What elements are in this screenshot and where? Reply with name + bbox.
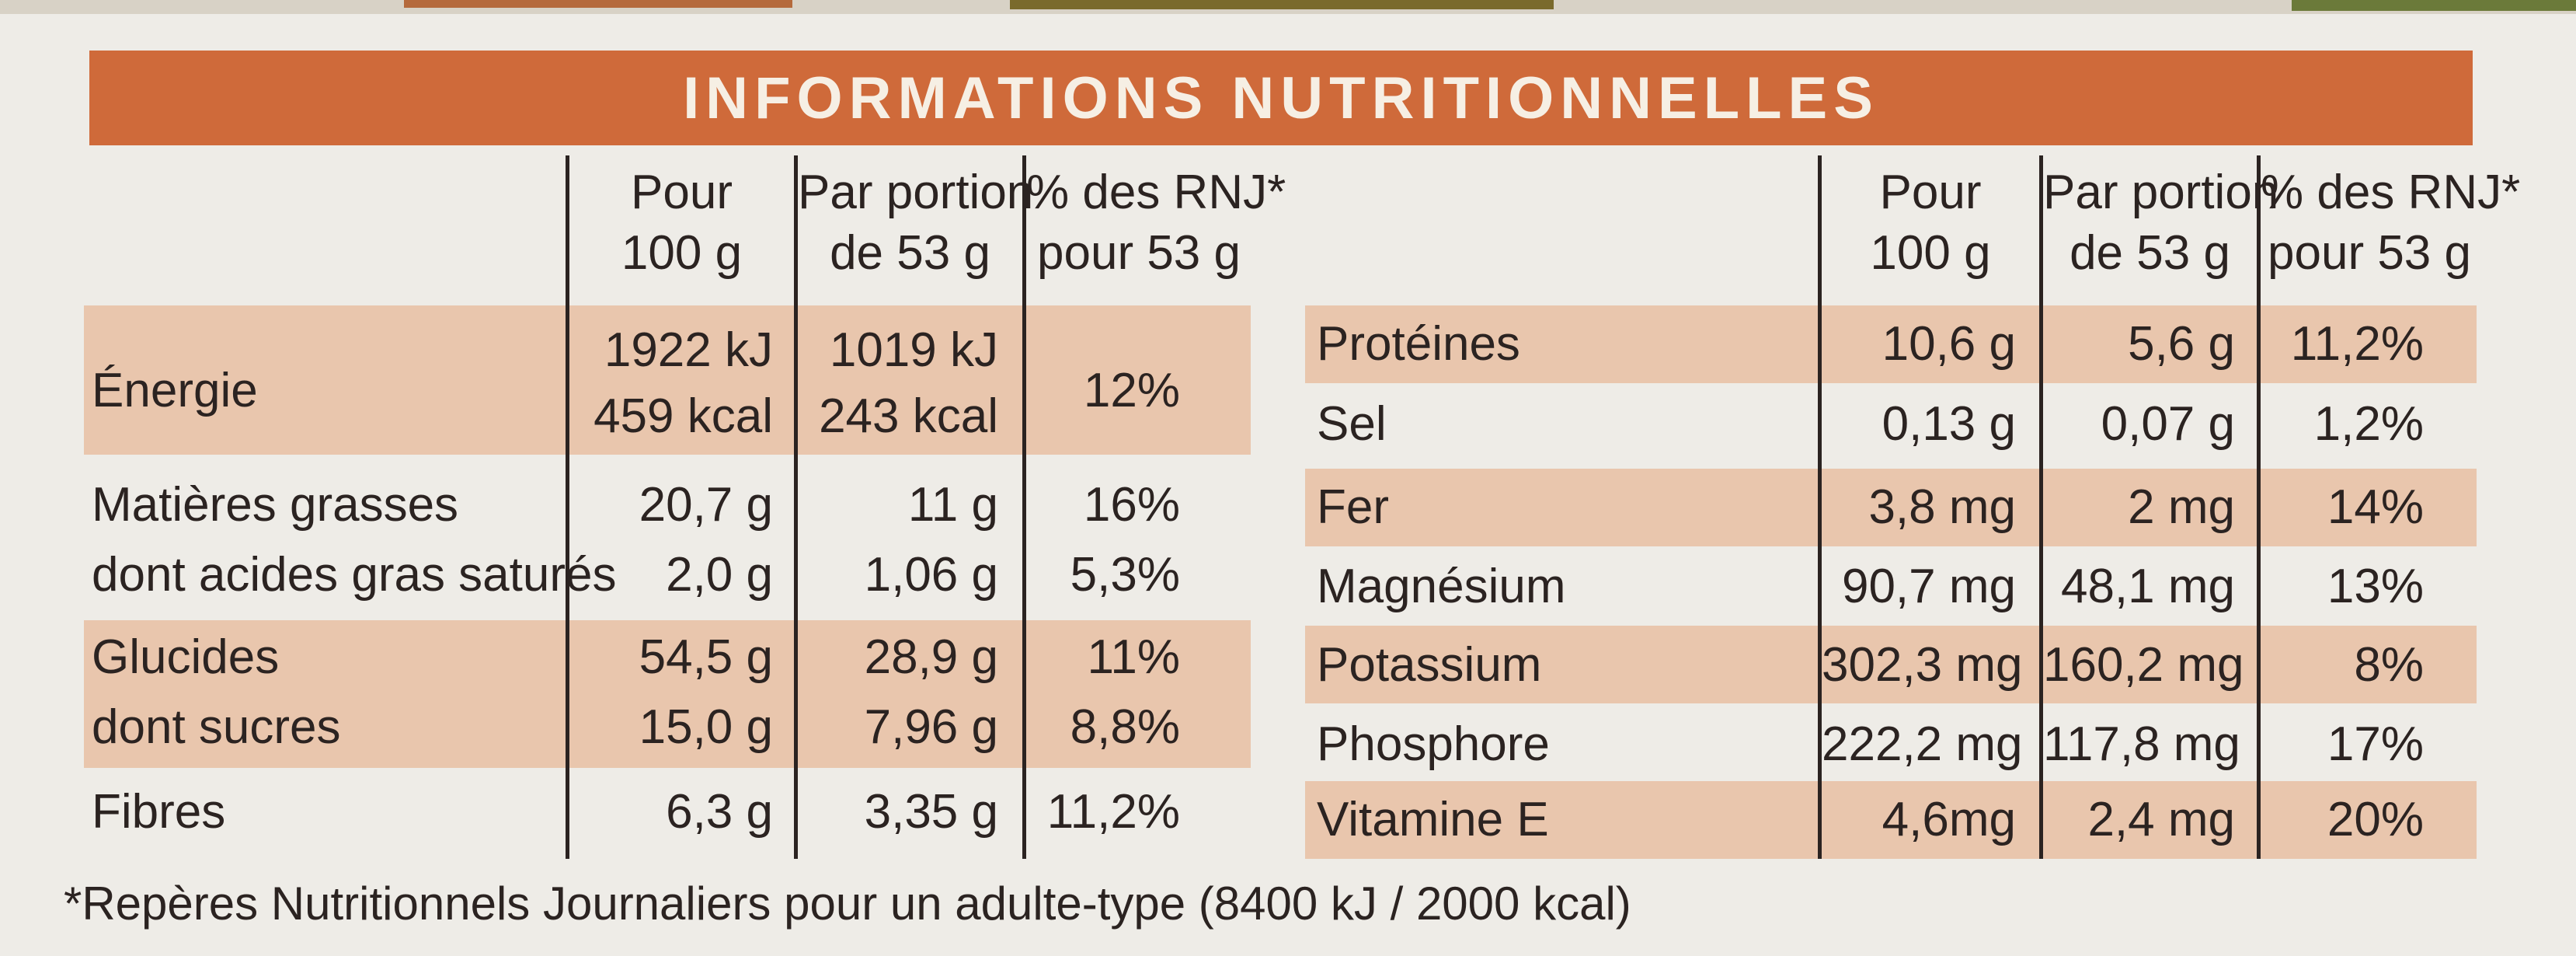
header-per100-line1: Pour bbox=[631, 166, 733, 219]
portion-value: 243 kcal bbox=[819, 389, 998, 443]
rnj-value: 1,2% bbox=[2313, 397, 2424, 451]
per100-value: 3,8 mg bbox=[1868, 480, 2016, 534]
per100-value: 90,7 mg bbox=[1841, 560, 2016, 613]
row-label: Fibres bbox=[92, 785, 226, 839]
header-per100-line2: 100 g bbox=[621, 226, 743, 280]
right-band-vitamine-e bbox=[1305, 781, 2477, 859]
left-col-divider bbox=[794, 155, 798, 859]
per100-value: 222,2 mg bbox=[1822, 717, 2023, 771]
right-band-fer bbox=[1305, 469, 2477, 546]
per100-value: 2,0 g bbox=[666, 548, 773, 602]
rnj-value: 14% bbox=[2327, 480, 2424, 534]
footnote: *Repères Nutritionnels Journaliers pour … bbox=[64, 877, 1631, 930]
header-per100-line1: Pour bbox=[1879, 166, 1982, 219]
row-label: Potassium bbox=[1317, 638, 1542, 692]
rnj-value: 5,3% bbox=[1070, 548, 1180, 602]
per100-value: 459 kcal bbox=[594, 389, 773, 443]
right-col-divider bbox=[2257, 155, 2261, 859]
per100-value: 6,3 g bbox=[666, 785, 773, 839]
portion-value: 0,07 g bbox=[2101, 397, 2235, 451]
row-label: Vitamine E bbox=[1317, 793, 1549, 846]
portion-value: 1019 kJ bbox=[829, 323, 998, 377]
package-print-strip bbox=[404, 0, 792, 8]
right-col-divider bbox=[2039, 155, 2043, 859]
right-band-potassium bbox=[1305, 626, 2477, 703]
package-print-strip bbox=[1010, 0, 1554, 9]
left-col-divider bbox=[566, 155, 569, 859]
row-label: Fer bbox=[1317, 480, 1389, 534]
portion-value: 1,06 g bbox=[864, 548, 998, 602]
portion-value: 3,35 g bbox=[864, 785, 998, 839]
header-portion-line1: Par portion bbox=[2043, 166, 2279, 219]
row-label: Magnésium bbox=[1317, 560, 1566, 613]
portion-value: 2,4 mg bbox=[2087, 793, 2235, 846]
package-top-edge bbox=[0, 0, 2576, 14]
portion-value: 2 mg bbox=[2128, 480, 2235, 534]
rnj-value: 20% bbox=[2327, 793, 2424, 846]
rnj-value: 11,2% bbox=[1046, 785, 1180, 839]
portion-value: 117,8 mg bbox=[2043, 717, 2240, 771]
per100-value: 302,3 mg bbox=[1822, 638, 2023, 692]
per100-value: 0,13 g bbox=[1882, 397, 2016, 451]
header-rnj-line2: pour 53 g bbox=[1037, 226, 1241, 280]
header-portion-line2: de 53 g bbox=[2070, 226, 2230, 280]
per100-value: 15,0 g bbox=[639, 700, 773, 754]
rnj-value: 17% bbox=[2327, 717, 2424, 771]
per100-value: 54,5 g bbox=[639, 630, 773, 684]
row-label: Protéines bbox=[1317, 317, 1520, 371]
portion-value: 5,6 g bbox=[2128, 317, 2235, 371]
rnj-value: 16% bbox=[1083, 478, 1180, 532]
per100-value: 10,6 g bbox=[1882, 317, 2016, 371]
header-portion-line2: de 53 g bbox=[830, 226, 990, 280]
rnj-value: 11,2% bbox=[2290, 317, 2424, 371]
left-band-glucides bbox=[84, 620, 1251, 768]
header-rnj-line1: % des RNJ* bbox=[2261, 166, 2521, 219]
portion-value: 48,1 mg bbox=[2060, 560, 2235, 613]
row-label: dont sucres bbox=[92, 700, 341, 754]
portion-value: 160,2 mg bbox=[2043, 638, 2244, 692]
header-per100-line2: 100 g bbox=[1870, 226, 1991, 280]
rnj-value: 12% bbox=[1083, 364, 1180, 417]
row-label: dont acides gras saturés bbox=[92, 548, 617, 602]
per100-value: 1922 kJ bbox=[604, 323, 773, 377]
rnj-value: 8,8% bbox=[1070, 700, 1180, 754]
portion-value: 7,96 g bbox=[864, 700, 998, 754]
portion-value: 28,9 g bbox=[864, 630, 998, 684]
per100-value: 20,7 g bbox=[639, 478, 773, 532]
right-band-proteines bbox=[1305, 305, 2477, 383]
left-col-divider bbox=[1022, 155, 1026, 859]
row-label: Matières grasses bbox=[92, 478, 459, 532]
portion-value: 11 g bbox=[907, 478, 998, 532]
rnj-value: 13% bbox=[2327, 560, 2424, 613]
row-label: Énergie bbox=[92, 364, 258, 417]
row-label: Sel bbox=[1317, 397, 1387, 451]
left-band-energie bbox=[84, 305, 1251, 455]
rnj-value: 8% bbox=[2354, 638, 2424, 692]
table-title: INFORMATIONS NUTRITIONNELLES bbox=[89, 51, 2473, 145]
row-label: Glucides bbox=[92, 630, 280, 684]
package-print-strip bbox=[2292, 0, 2576, 11]
right-col-divider bbox=[1818, 155, 1822, 859]
header-portion-line1: Par portion bbox=[798, 166, 1034, 219]
header-rnj-line1: % des RNJ* bbox=[1026, 166, 1286, 219]
per100-value: 4,6mg bbox=[1882, 793, 2016, 846]
row-label: Phosphore bbox=[1317, 717, 1550, 771]
header-rnj-line2: pour 53 g bbox=[2268, 226, 2471, 280]
rnj-value: 11% bbox=[1087, 630, 1181, 684]
